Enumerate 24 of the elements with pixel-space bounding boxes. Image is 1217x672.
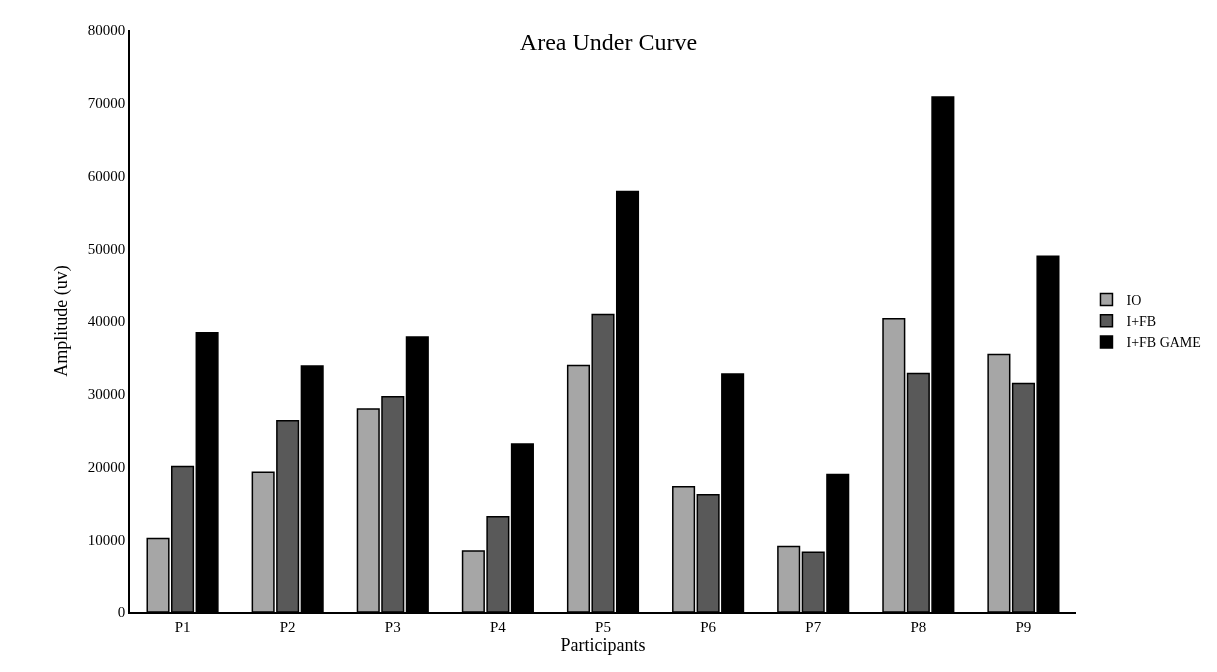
chart-title: Area Under Curve xyxy=(519,29,698,56)
x-tick-label: P4 xyxy=(489,618,507,635)
y-tick-label: 20000 xyxy=(87,458,126,475)
x-tick-label: P7 xyxy=(805,618,822,635)
y-tick-label: 40000 xyxy=(87,313,126,330)
y-tick-label: 80000 xyxy=(87,22,126,39)
y-tick-label: 60000 xyxy=(87,167,126,184)
y-tick-label: 0 xyxy=(117,604,126,621)
legend-label: I+FB GAME xyxy=(1126,335,1201,351)
x-tick-label: P5 xyxy=(595,618,611,635)
legend-label: I+FB xyxy=(1126,314,1157,330)
x-tick-label: P1 xyxy=(174,618,191,635)
x-axis-title: Participants xyxy=(560,635,646,656)
x-tick-label: P2 xyxy=(279,618,296,635)
x-tick-label: P9 xyxy=(1015,618,1032,635)
x-tick-label: P8 xyxy=(910,618,927,635)
y-tick-label: 70000 xyxy=(87,95,126,111)
y-tick-label: 10000 xyxy=(87,531,126,548)
legend-label: IO xyxy=(1126,293,1142,309)
x-tick-label: P6 xyxy=(700,618,717,635)
y-tick-label: 30000 xyxy=(87,386,126,402)
x-tick-label: P3 xyxy=(384,618,401,635)
y-axis-title: Amplitude (uv) xyxy=(51,265,73,377)
y-tick-label: 50000 xyxy=(87,240,126,257)
